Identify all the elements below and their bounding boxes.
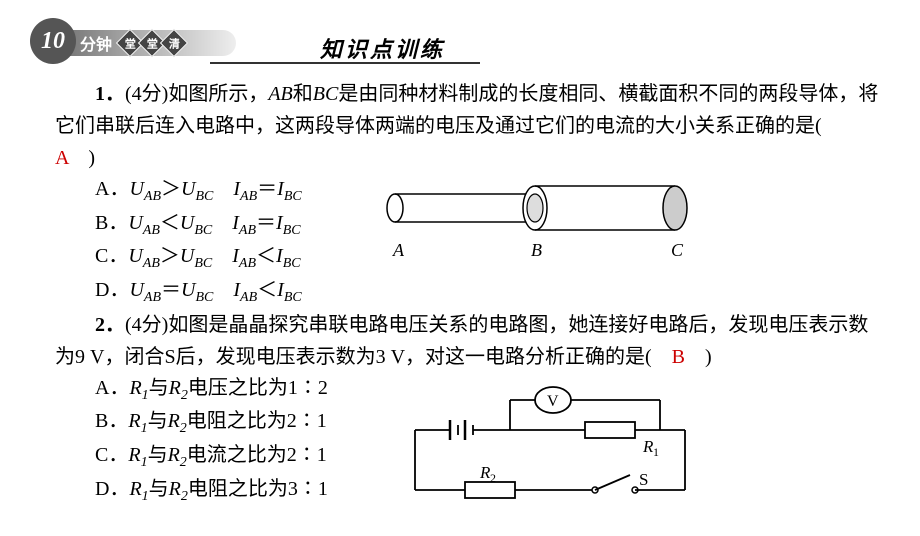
- q2-number: 2．: [95, 314, 125, 336]
- q2-stem: 2．(4分)如图是晶晶探究串联电路电压关系的电路图，她连接好电路后，发现电压表示…: [55, 309, 880, 373]
- q2-options: A．R1与R2电压之比为1∶2 B．R1与R2电阻之比为2∶1 C．R1与R2电…: [95, 373, 328, 508]
- content-area: 1．(4分)如图所示，AB和BC是由同种材料制成的长度相同、横截面积不同的两段导…: [0, 68, 920, 508]
- q2-points: (4分): [125, 314, 168, 336]
- q2-option-a: A．R1与R2电压之比为1∶2: [95, 373, 328, 407]
- q1-points: (4分): [125, 83, 168, 105]
- svg-text:2: 2: [490, 471, 496, 485]
- q1-answer: A: [55, 147, 68, 169]
- q2-option-b: B．R1与R2电阻之比为2∶1: [95, 406, 328, 440]
- q1-option-d: D．UAB＝UBC IAB＜IBC: [95, 275, 880, 309]
- svg-text:1: 1: [653, 445, 659, 459]
- badge-number: 10: [30, 18, 76, 64]
- question-1: 1．(4分)如图所示，AB和BC是由同种材料制成的长度相同、横截面积不同的两段导…: [55, 78, 880, 309]
- header-title: 知识点训练: [320, 32, 445, 64]
- q2-option-c: C．R1与R2电流之比为2∶1: [95, 440, 328, 474]
- svg-text:C: C: [671, 240, 684, 260]
- header-underline: [210, 62, 480, 64]
- diamond-group: 堂 堂 清: [120, 33, 184, 53]
- minutes-label: 分钟: [80, 31, 112, 55]
- q2-option-d: D．R1与R2电阻之比为3∶1: [95, 474, 328, 508]
- q1-number: 1．: [95, 83, 125, 105]
- q1-figure: A B C: [375, 178, 705, 268]
- diamond-3: 清: [160, 29, 188, 57]
- q1-stem: 1．(4分)如图所示，AB和BC是由同种材料制成的长度相同、横截面积不同的两段导…: [55, 78, 880, 174]
- header-banner: 分钟 堂 堂 清 10 知识点训练: [0, 18, 920, 68]
- svg-text:S: S: [639, 470, 648, 489]
- time-badge: 分钟 堂 堂 清 10: [30, 18, 76, 64]
- badge-tail: 分钟 堂 堂 清: [66, 30, 236, 56]
- svg-text:B: B: [531, 240, 542, 260]
- q2-answer: B: [672, 346, 685, 368]
- svg-text:A: A: [392, 240, 405, 260]
- q2-figure: V R 1 R 2 S: [395, 380, 705, 510]
- svg-text:V: V: [547, 393, 559, 410]
